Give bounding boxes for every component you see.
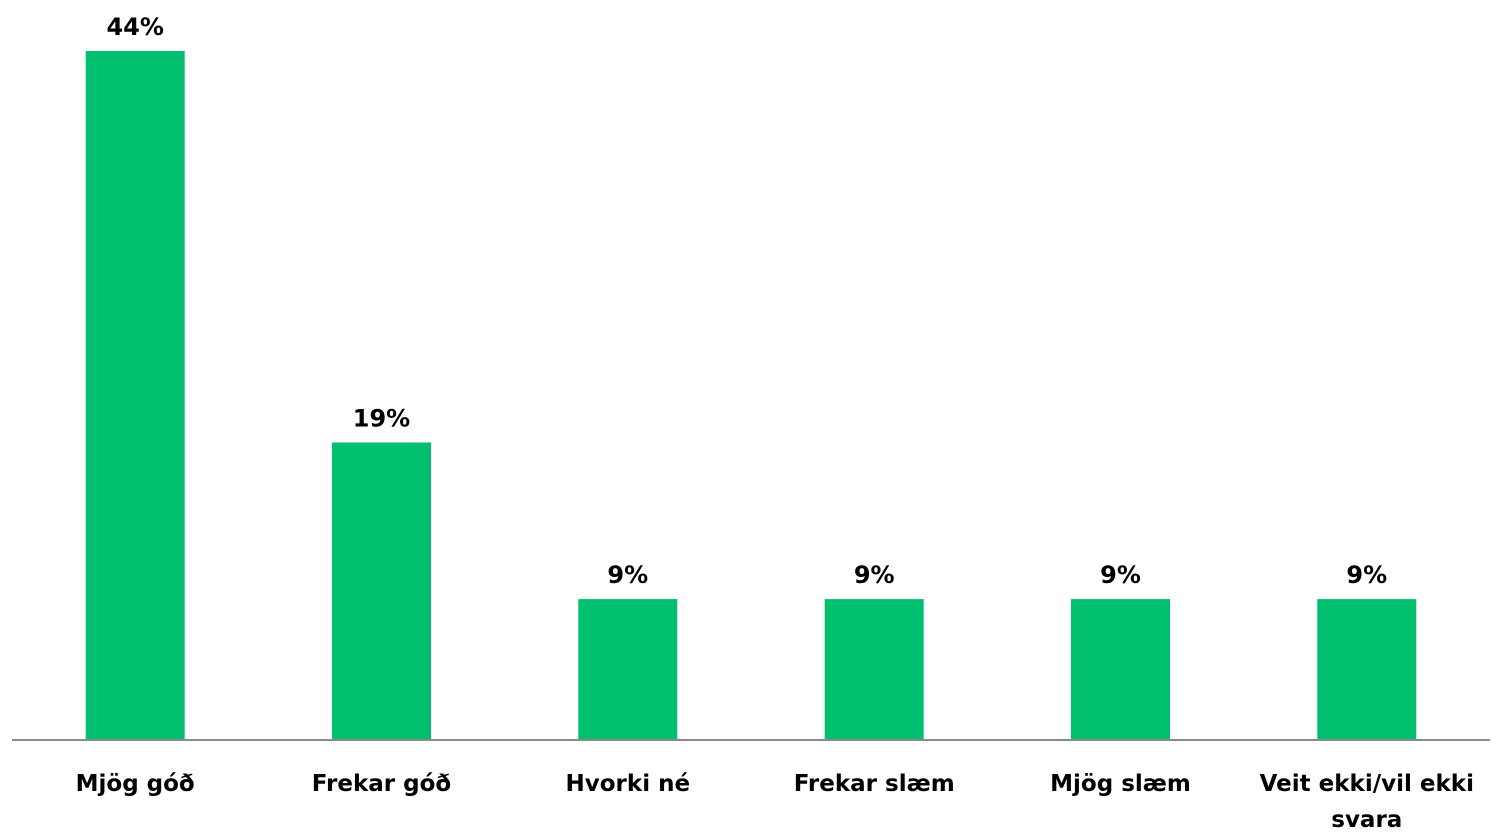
bar-1	[85, 51, 185, 740]
data-label-3: 9%	[607, 561, 648, 589]
data-label-1: 44%	[106, 13, 163, 41]
data-label-6: 9%	[1346, 561, 1387, 589]
value-labels-group: 44% 19% 9% 9% 9% 9%	[106, 13, 1387, 589]
bar-2	[332, 442, 431, 740]
data-label-5: 9%	[1100, 561, 1141, 589]
category-label-3: Hvorki né	[566, 771, 691, 797]
bar-6	[1317, 599, 1417, 740]
category-labels-group: Mjög góð Frekar góð Hvorki né Frekar slæm Mj…	[76, 771, 1474, 833]
data-label-2: 19%	[353, 405, 410, 433]
bar-3	[578, 599, 678, 740]
bar-4	[824, 599, 924, 740]
bar-5	[1071, 599, 1170, 740]
data-label-4: 9%	[854, 561, 895, 589]
category-label-5: Mjög slæm	[1050, 771, 1191, 797]
bars-group	[85, 51, 1417, 740]
category-label-6: Veit ekki/vil ekki svara	[1260, 771, 1474, 833]
category-label-1: Mjög góð	[76, 771, 195, 797]
category-label-4: Frekar slæm	[794, 771, 955, 797]
category-label-2: Frekar góð	[312, 771, 451, 797]
